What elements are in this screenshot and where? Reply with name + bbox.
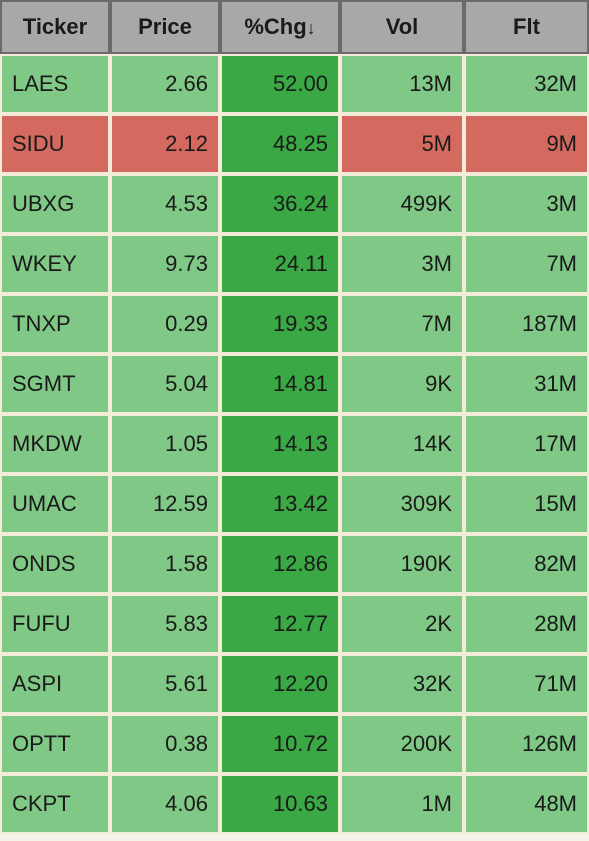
sort-desc-icon: ↓ xyxy=(307,18,316,38)
cell-flt: 15M xyxy=(464,474,589,534)
cell-pctchg: 48.25 xyxy=(220,114,340,174)
cell-pctchg: 24.11 xyxy=(220,234,340,294)
cell-price: 12.59 xyxy=(110,474,220,534)
cell-ticker: ASPI xyxy=(0,654,110,714)
cell-price: 5.83 xyxy=(110,594,220,654)
stock-screener-table: Ticker Price %Chg↓ Vol Flt LAES2.6652.00… xyxy=(0,0,589,834)
cell-pctchg: 10.72 xyxy=(220,714,340,774)
cell-vol: 200K xyxy=(340,714,464,774)
cell-vol: 9K xyxy=(340,354,464,414)
table-body: LAES2.6652.0013M32MSIDU2.1248.255M9MUBXG… xyxy=(0,54,589,834)
cell-price: 1.05 xyxy=(110,414,220,474)
cell-price: 0.29 xyxy=(110,294,220,354)
table-row[interactable]: UBXG4.5336.24499K3M xyxy=(0,174,589,234)
header-vol[interactable]: Vol xyxy=(340,0,464,54)
cell-ticker: CKPT xyxy=(0,774,110,834)
header-ticker-label: Ticker xyxy=(23,14,87,39)
cell-vol: 1M xyxy=(340,774,464,834)
cell-ticker: ONDS xyxy=(0,534,110,594)
cell-price: 5.61 xyxy=(110,654,220,714)
cell-ticker: UBXG xyxy=(0,174,110,234)
cell-flt: 126M xyxy=(464,714,589,774)
cell-ticker: UMAC xyxy=(0,474,110,534)
cell-ticker: FUFU xyxy=(0,594,110,654)
cell-pctchg: 52.00 xyxy=(220,54,340,114)
table-row[interactable]: MKDW1.0514.1314K17M xyxy=(0,414,589,474)
header-flt[interactable]: Flt xyxy=(464,0,589,54)
table-row[interactable]: OPTT0.3810.72200K126M xyxy=(0,714,589,774)
cell-flt: 32M xyxy=(464,54,589,114)
cell-vol: 5M xyxy=(340,114,464,174)
header-price-label: Price xyxy=(138,14,192,39)
cell-flt: 9M xyxy=(464,114,589,174)
cell-price: 9.73 xyxy=(110,234,220,294)
cell-flt: 17M xyxy=(464,414,589,474)
cell-ticker: LAES xyxy=(0,54,110,114)
cell-vol: 14K xyxy=(340,414,464,474)
cell-pctchg: 14.81 xyxy=(220,354,340,414)
header-pctchg-label: %Chg xyxy=(244,14,306,39)
table-row[interactable]: FUFU5.8312.772K28M xyxy=(0,594,589,654)
cell-vol: 32K xyxy=(340,654,464,714)
header-pctchg[interactable]: %Chg↓ xyxy=(220,0,340,54)
cell-price: 2.66 xyxy=(110,54,220,114)
cell-ticker: SIDU xyxy=(0,114,110,174)
cell-pctchg: 12.77 xyxy=(220,594,340,654)
cell-flt: 187M xyxy=(464,294,589,354)
cell-flt: 48M xyxy=(464,774,589,834)
cell-ticker: SGMT xyxy=(0,354,110,414)
table-row[interactable]: ASPI5.6112.2032K71M xyxy=(0,654,589,714)
table-row[interactable]: TNXP0.2919.337M187M xyxy=(0,294,589,354)
table-row[interactable]: SGMT5.0414.819K31M xyxy=(0,354,589,414)
cell-vol: 3M xyxy=(340,234,464,294)
table-row[interactable]: ONDS1.5812.86190K82M xyxy=(0,534,589,594)
header-ticker[interactable]: Ticker xyxy=(0,0,110,54)
cell-price: 4.06 xyxy=(110,774,220,834)
cell-price: 2.12 xyxy=(110,114,220,174)
cell-ticker: TNXP xyxy=(0,294,110,354)
cell-ticker: MKDW xyxy=(0,414,110,474)
table-row[interactable]: UMAC12.5913.42309K15M xyxy=(0,474,589,534)
cell-vol: 2K xyxy=(340,594,464,654)
cell-price: 0.38 xyxy=(110,714,220,774)
cell-pctchg: 12.20 xyxy=(220,654,340,714)
cell-price: 4.53 xyxy=(110,174,220,234)
cell-ticker: WKEY xyxy=(0,234,110,294)
cell-pctchg: 36.24 xyxy=(220,174,340,234)
cell-flt: 7M xyxy=(464,234,589,294)
cell-pctchg: 19.33 xyxy=(220,294,340,354)
table-row[interactable]: SIDU2.1248.255M9M xyxy=(0,114,589,174)
cell-pctchg: 10.63 xyxy=(220,774,340,834)
table-row[interactable]: CKPT4.0610.631M48M xyxy=(0,774,589,834)
cell-flt: 82M xyxy=(464,534,589,594)
cell-flt: 71M xyxy=(464,654,589,714)
cell-vol: 13M xyxy=(340,54,464,114)
cell-vol: 309K xyxy=(340,474,464,534)
cell-flt: 28M xyxy=(464,594,589,654)
cell-ticker: OPTT xyxy=(0,714,110,774)
cell-flt: 31M xyxy=(464,354,589,414)
table-row[interactable]: WKEY9.7324.113M7M xyxy=(0,234,589,294)
cell-pctchg: 12.86 xyxy=(220,534,340,594)
cell-pctchg: 13.42 xyxy=(220,474,340,534)
cell-pctchg: 14.13 xyxy=(220,414,340,474)
cell-price: 1.58 xyxy=(110,534,220,594)
header-price[interactable]: Price xyxy=(110,0,220,54)
cell-vol: 190K xyxy=(340,534,464,594)
cell-flt: 3M xyxy=(464,174,589,234)
cell-vol: 499K xyxy=(340,174,464,234)
cell-vol: 7M xyxy=(340,294,464,354)
header-vol-label: Vol xyxy=(386,14,419,39)
table-header-row: Ticker Price %Chg↓ Vol Flt xyxy=(0,0,589,54)
header-flt-label: Flt xyxy=(513,14,540,39)
table-row[interactable]: LAES2.6652.0013M32M xyxy=(0,54,589,114)
cell-price: 5.04 xyxy=(110,354,220,414)
